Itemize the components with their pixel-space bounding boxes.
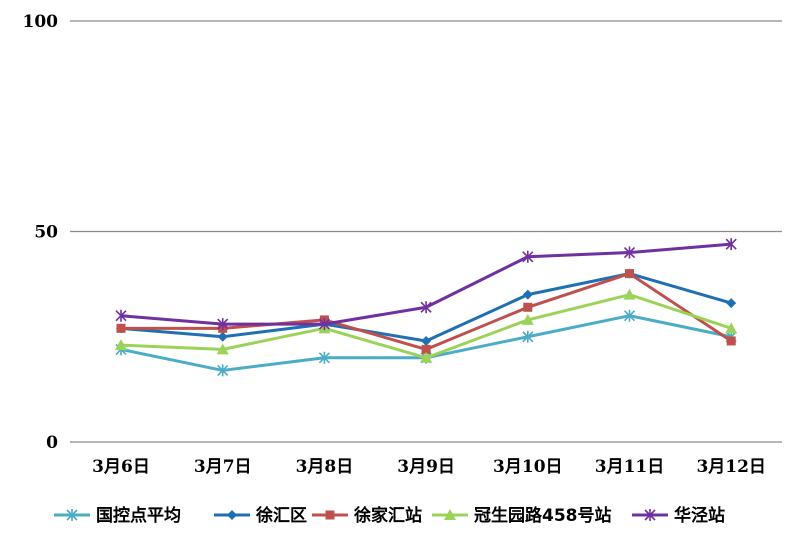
data-point — [523, 302, 533, 312]
legend-marker — [227, 510, 237, 520]
data-point — [318, 351, 330, 364]
data-point — [623, 246, 636, 259]
data-point — [522, 250, 534, 263]
y-tick-label: 100 — [23, 12, 59, 32]
data-point — [217, 364, 229, 377]
legend-item: 冠生园路458号站 — [432, 505, 612, 526]
data-point — [217, 331, 228, 342]
legend-item: 徐家汇站 — [312, 505, 422, 526]
x-tick-label: 3月12日 — [696, 457, 766, 477]
data-point — [217, 318, 229, 331]
data-point — [725, 322, 738, 334]
data-point — [623, 309, 636, 322]
legend-label: 徐家汇站 — [353, 505, 422, 526]
x-axis-ticks: 3月6日 3月7日 3月8日 3月9日 3月10日 3月11日 3月12日 — [92, 457, 766, 477]
data-point — [318, 318, 330, 331]
x-tick-label: 3月11日 — [595, 457, 665, 477]
x-tick-label: 3月9日 — [397, 457, 455, 477]
data-point — [726, 336, 736, 346]
data-point — [522, 330, 534, 343]
data-point — [623, 288, 636, 300]
data-point — [115, 309, 127, 322]
data-point — [421, 344, 431, 354]
data-point — [420, 351, 433, 363]
data-point — [115, 339, 127, 351]
legend-label: 徐汇区 — [255, 505, 307, 526]
x-tick-label: 3月6日 — [92, 457, 150, 477]
data-point — [522, 289, 533, 300]
y-axis-ticks: 0 50 100 — [23, 12, 59, 453]
y-tick-label: 0 — [46, 433, 58, 453]
legend: 国控点平均 徐汇区 徐家汇站 冠生园路458号站 华泾站 — [54, 505, 725, 526]
data-point — [420, 301, 432, 314]
x-tick-label: 3月10日 — [493, 457, 563, 477]
series-4 — [115, 238, 737, 331]
gridlines — [70, 20, 782, 443]
series-group — [115, 238, 738, 377]
legend-marker — [644, 509, 656, 521]
x-tick-label: 3月7日 — [194, 457, 252, 477]
data-point — [625, 269, 634, 279]
data-point — [726, 298, 737, 309]
legend-item: 国控点平均 — [54, 505, 181, 526]
legend-marker — [444, 509, 456, 520]
data-point — [725, 238, 737, 251]
data-point — [116, 323, 126, 333]
legend-item: 华泾站 — [632, 505, 725, 526]
legend-marker — [66, 509, 78, 521]
legend-item: 徐汇区 — [214, 505, 307, 526]
series-3 — [115, 288, 738, 363]
x-tick-label: 3月8日 — [296, 457, 354, 477]
legend-label: 冠生园路458号站 — [474, 505, 612, 526]
data-point — [216, 343, 229, 355]
legend-label: 华泾站 — [674, 505, 725, 526]
data-point — [521, 313, 534, 325]
legend-marker — [325, 510, 335, 520]
y-tick-label: 50 — [34, 223, 58, 243]
data-point — [421, 335, 432, 346]
legend-label: 国控点平均 — [96, 505, 181, 526]
